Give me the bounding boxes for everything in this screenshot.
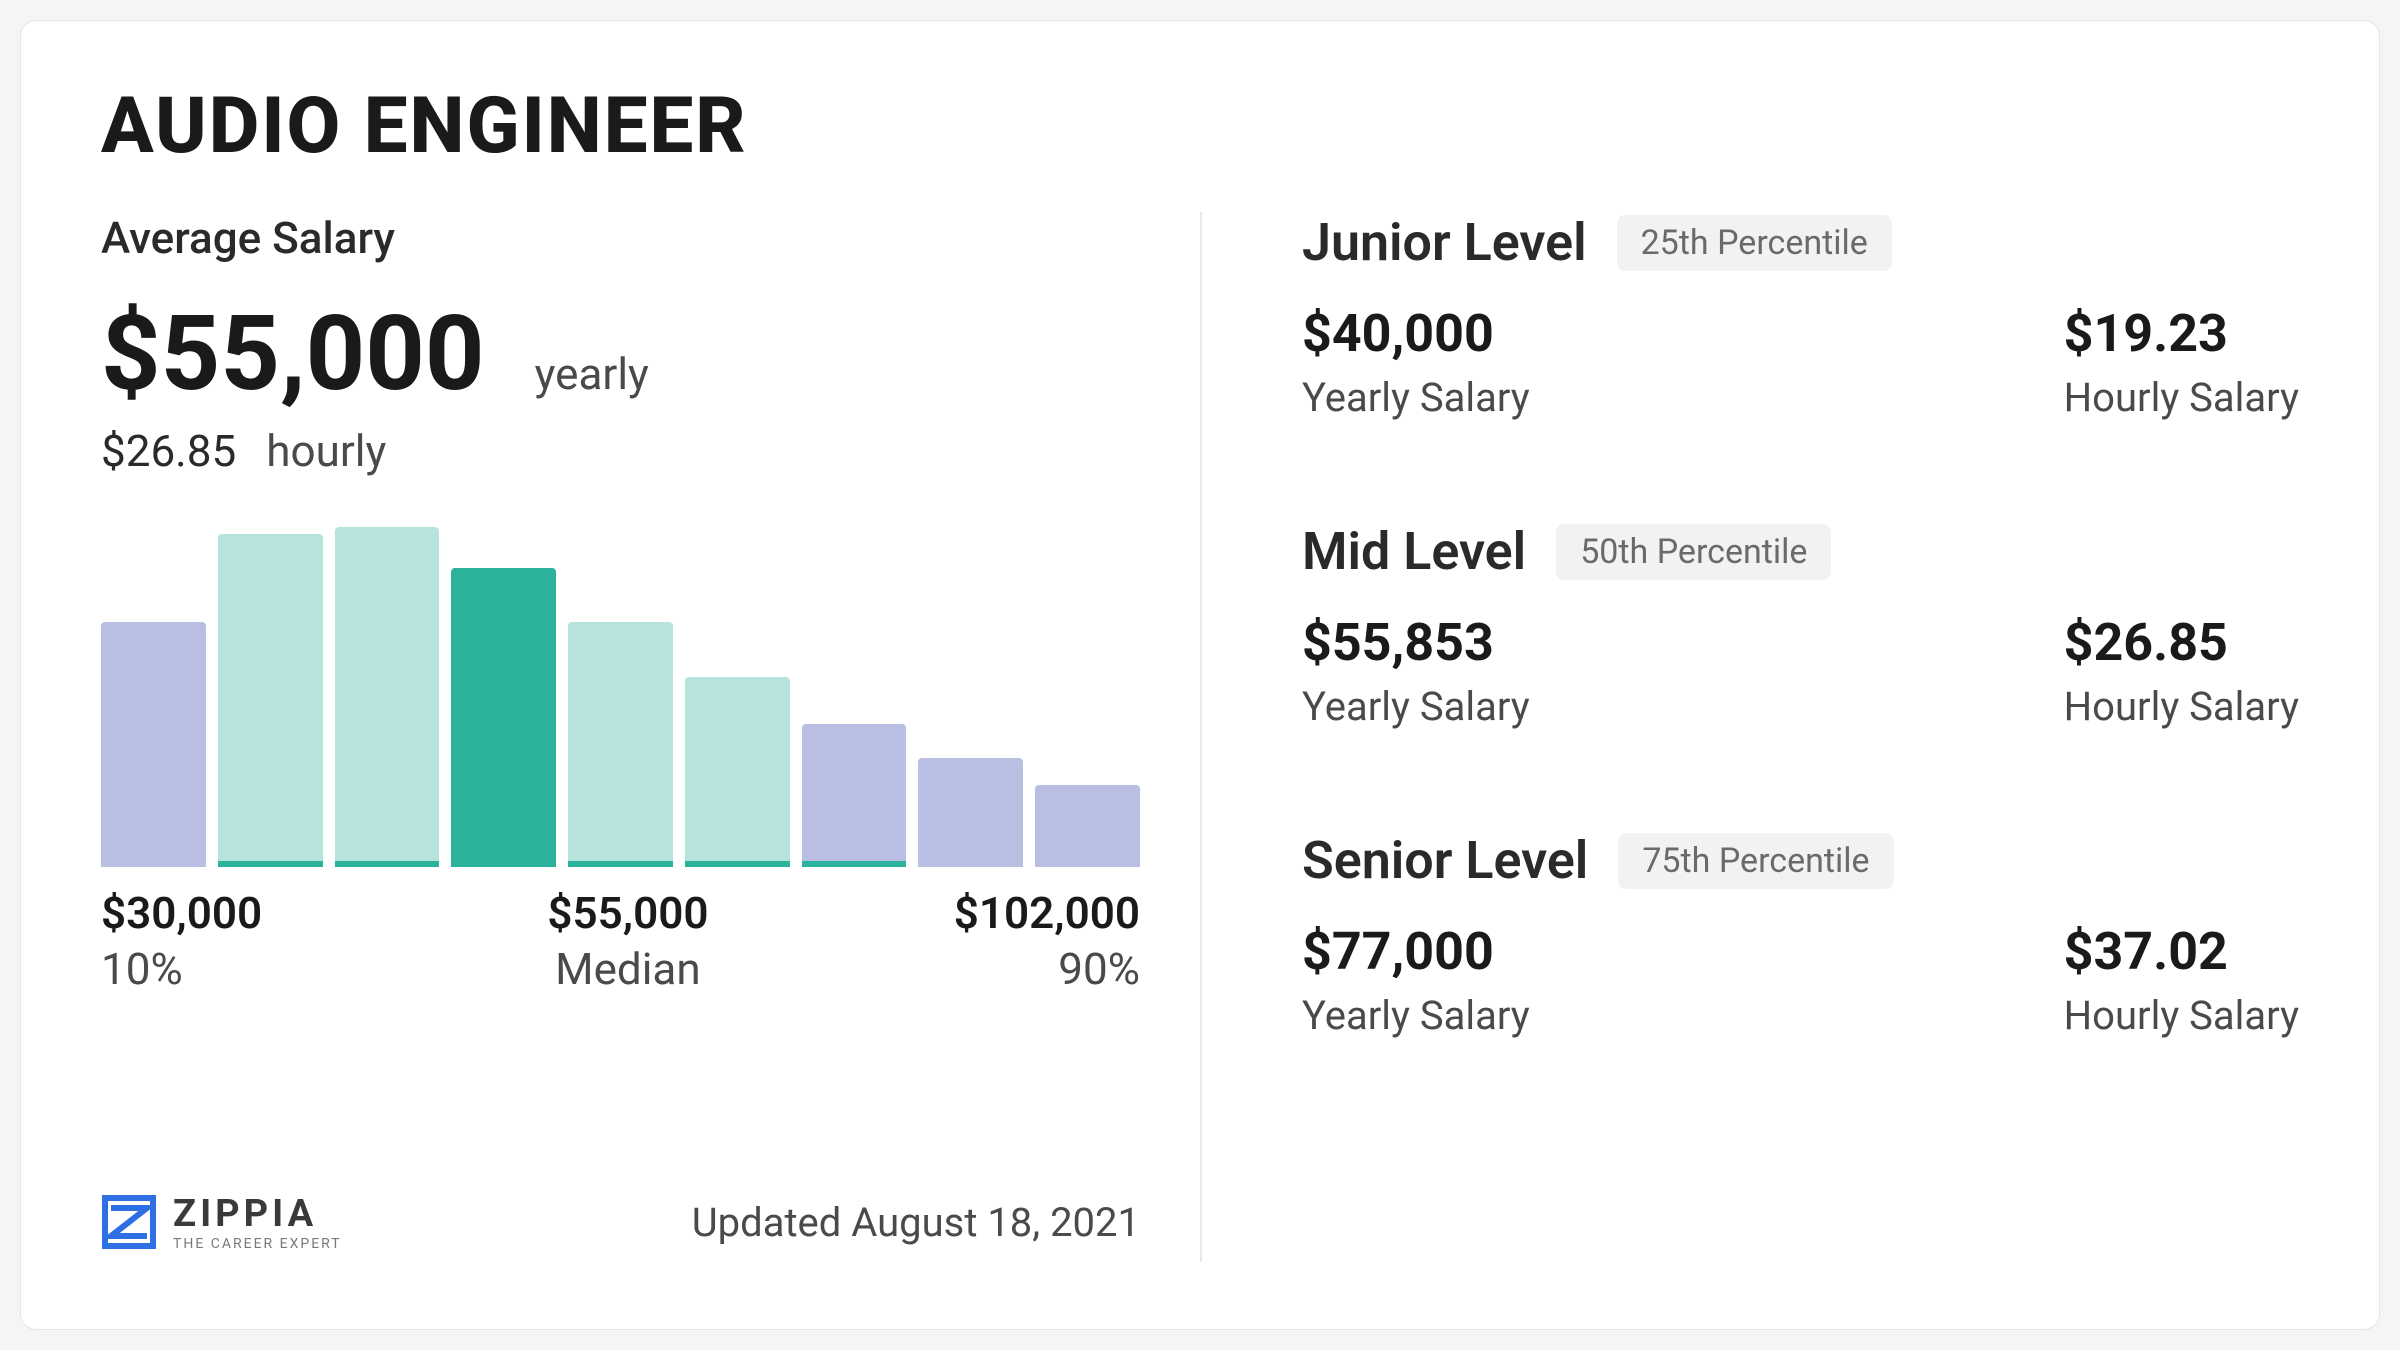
axis-mid-label: Median — [555, 943, 701, 995]
left-panel: Average Salary $55,000 yearly $26.85 hou… — [101, 212, 1200, 1262]
bars-container — [101, 527, 1140, 867]
level-head: Senior Level 75th Percentile — [1302, 830, 2299, 891]
axis-mid-value: $55,000 — [547, 887, 708, 939]
level-head: Mid Level 50th Percentile — [1302, 521, 2299, 582]
axis-mid: $55,000 Median — [547, 887, 708, 995]
level-title: Junior Level — [1302, 212, 1587, 273]
axis-low: $30,000 10% — [101, 887, 262, 995]
bar — [802, 724, 907, 867]
yearly-value: $55,000 — [101, 294, 485, 415]
level-yearly-value: $77,000 — [1302, 921, 1530, 982]
level-title: Senior Level — [1302, 830, 1588, 891]
logo-name: ZIPPIA — [173, 1192, 342, 1236]
logo-tagline: THE CAREER EXPERT — [173, 1236, 342, 1252]
axis-high: $102,000 90% — [954, 887, 1140, 995]
yearly-row: $55,000 yearly — [101, 294, 1140, 415]
percentile-badge: 25th Percentile — [1617, 215, 1892, 271]
level-block: Mid Level 50th Percentile $55,853 Yearly Sa… — [1302, 521, 2299, 730]
level-head: Junior Level 25th Percentile — [1302, 212, 2299, 273]
level-hourly-label: Hourly Salary — [2064, 374, 2299, 421]
yearly-col: $40,000 Yearly Salary — [1302, 303, 1530, 421]
hourly-col: $37.02 Hourly Salary — [2064, 921, 2299, 1039]
hourly-col: $26.85 Hourly Salary — [2064, 612, 2299, 730]
level-hourly-value: $19.23 — [2064, 303, 2299, 364]
level-hourly-label: Hourly Salary — [2064, 683, 2299, 730]
right-panel: Junior Level 25th Percentile $40,000 Yearly… — [1200, 212, 2299, 1262]
zippia-logo: ZIPPIA THE CAREER EXPERT — [101, 1192, 342, 1252]
salary-card: AUDIO ENGINEER Average Salary $55,000 ye… — [20, 20, 2380, 1330]
percentile-badge: 50th Percentile — [1556, 524, 1831, 580]
bar — [335, 527, 440, 867]
level-hourly-value: $37.02 — [2064, 921, 2299, 982]
hourly-row: $26.85 hourly — [101, 425, 1140, 477]
updated-date: Updated August 18, 2021 — [692, 1199, 1140, 1246]
level-hourly-label: Hourly Salary — [2064, 992, 2299, 1039]
level-yearly-label: Yearly Salary — [1302, 374, 1530, 421]
average-salary-heading: Average Salary — [101, 212, 1140, 264]
axis-high-label: 90% — [1058, 943, 1140, 995]
percentile-badge: 75th Percentile — [1618, 833, 1893, 889]
level-hourly-value: $26.85 — [2064, 612, 2299, 673]
level-block: Senior Level 75th Percentile $77,000 Yearly… — [1302, 830, 2299, 1039]
level-yearly-label: Yearly Salary — [1302, 992, 1530, 1039]
axis-low-value: $30,000 — [101, 887, 262, 939]
level-row: $55,853 Yearly Salary $26.85 Hourly Salary — [1302, 612, 2299, 730]
bar — [1035, 785, 1140, 867]
distribution-chart — [101, 527, 1140, 867]
left-footer: ZIPPIA THE CAREER EXPERT Updated August … — [101, 1192, 1140, 1252]
level-yearly-value: $55,853 — [1302, 612, 1530, 673]
hourly-value: $26.85 — [101, 425, 236, 477]
yearly-col: $55,853 Yearly Salary — [1302, 612, 1530, 730]
axis-high-value: $102,000 — [954, 887, 1140, 939]
bar — [218, 534, 323, 867]
bar — [101, 622, 206, 867]
page-title: AUDIO ENGINEER — [101, 81, 2299, 172]
level-block: Junior Level 25th Percentile $40,000 Yearly… — [1302, 212, 2299, 421]
bar — [568, 622, 673, 867]
content-row: Average Salary $55,000 yearly $26.85 hou… — [101, 212, 2299, 1262]
level-title: Mid Level — [1302, 521, 1526, 582]
axis-low-label: 10% — [101, 943, 262, 995]
level-yearly-value: $40,000 — [1302, 303, 1530, 364]
level-row: $40,000 Yearly Salary $19.23 Hourly Salary — [1302, 303, 2299, 421]
level-row: $77,000 Yearly Salary $37.02 Hourly Salary — [1302, 921, 2299, 1039]
hourly-col: $19.23 Hourly Salary — [2064, 303, 2299, 421]
level-yearly-label: Yearly Salary — [1302, 683, 1530, 730]
bar — [685, 677, 790, 867]
zippia-logo-icon — [101, 1194, 157, 1250]
axis-labels: $30,000 10% $55,000 Median $102,000 90% — [101, 887, 1140, 995]
bar — [918, 758, 1023, 867]
bar — [451, 568, 556, 867]
yearly-label: yearly — [535, 348, 649, 400]
logo-text: ZIPPIA THE CAREER EXPERT — [173, 1192, 342, 1252]
yearly-col: $77,000 Yearly Salary — [1302, 921, 1530, 1039]
hourly-label: hourly — [266, 425, 386, 477]
